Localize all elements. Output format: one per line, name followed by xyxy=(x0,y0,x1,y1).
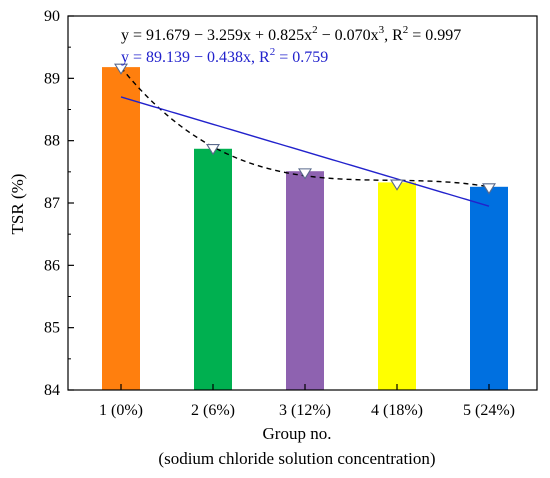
cubic-eq-tail: = 0.997 xyxy=(408,27,461,44)
marker-2 xyxy=(206,144,220,156)
y-tick-label-90: 90 xyxy=(44,8,60,25)
bar-4 xyxy=(378,182,416,390)
bar-5 xyxy=(470,186,508,390)
cubic-eq-mid1: − 0.070x xyxy=(318,27,379,44)
cubic-eq-exp2: 3 xyxy=(379,24,385,36)
x-tick-label-1: 1 (0%) xyxy=(99,402,143,419)
bars xyxy=(102,67,508,390)
markers xyxy=(114,63,496,195)
y-tick-label-87: 87 xyxy=(44,195,60,212)
x-axis-subtitle: (sodium chloride solution concentration) xyxy=(158,449,435,468)
cubic-eq-lhs: y = 91.679 − 3.259x + 0.825x xyxy=(121,27,312,44)
linear-fit-line xyxy=(120,96,490,207)
y-tick-label-88: 88 xyxy=(44,133,60,150)
bar-1 xyxy=(102,67,140,390)
cubic-eq-exp1: 2 xyxy=(312,24,318,36)
cubic-eq-mid2: , R xyxy=(384,27,403,44)
x-tick-label-3: 3 (12%) xyxy=(279,402,331,419)
x-axis-title: Group no. xyxy=(263,424,332,443)
linear-eq-exp1: 2 xyxy=(270,46,276,58)
bar-2 xyxy=(194,148,232,390)
cubic-fit-equation: y = 91.679 − 3.259x + 0.825x2 − 0.070x3,… xyxy=(121,24,461,44)
y-tick-label-86: 86 xyxy=(44,257,60,274)
bar-3 xyxy=(286,171,324,390)
ticks: 84 85 86 87 88 89 90 1 (0%) 2 (6%) 3 (12%) 4 (18%)… xyxy=(44,8,515,419)
cubic-eq-exp3: 2 xyxy=(403,24,409,36)
linear-fit-equation: y = 89.139 − 0.438x, R2 = 0.759 xyxy=(121,46,328,66)
y-tick-label-85: 85 xyxy=(44,320,60,337)
marker-1 xyxy=(114,63,128,75)
x-tick-label-4: 4 (18%) xyxy=(371,402,423,419)
linear-eq-tail: = 0.759 xyxy=(275,49,328,66)
x-tick-label-5: 5 (24%) xyxy=(463,402,515,419)
linear-eq-lhs: y = 89.139 − 0.438x, R xyxy=(121,49,270,66)
y-axis-title: TSR (%) xyxy=(8,174,27,235)
x-tick-label-2: 2 (6%) xyxy=(191,402,235,419)
marker-4 xyxy=(390,179,404,191)
y-tick-label-89: 89 xyxy=(44,70,60,87)
marker-3 xyxy=(298,168,312,180)
marker-5 xyxy=(482,183,496,195)
y-tick-label-84: 84 xyxy=(44,382,60,399)
